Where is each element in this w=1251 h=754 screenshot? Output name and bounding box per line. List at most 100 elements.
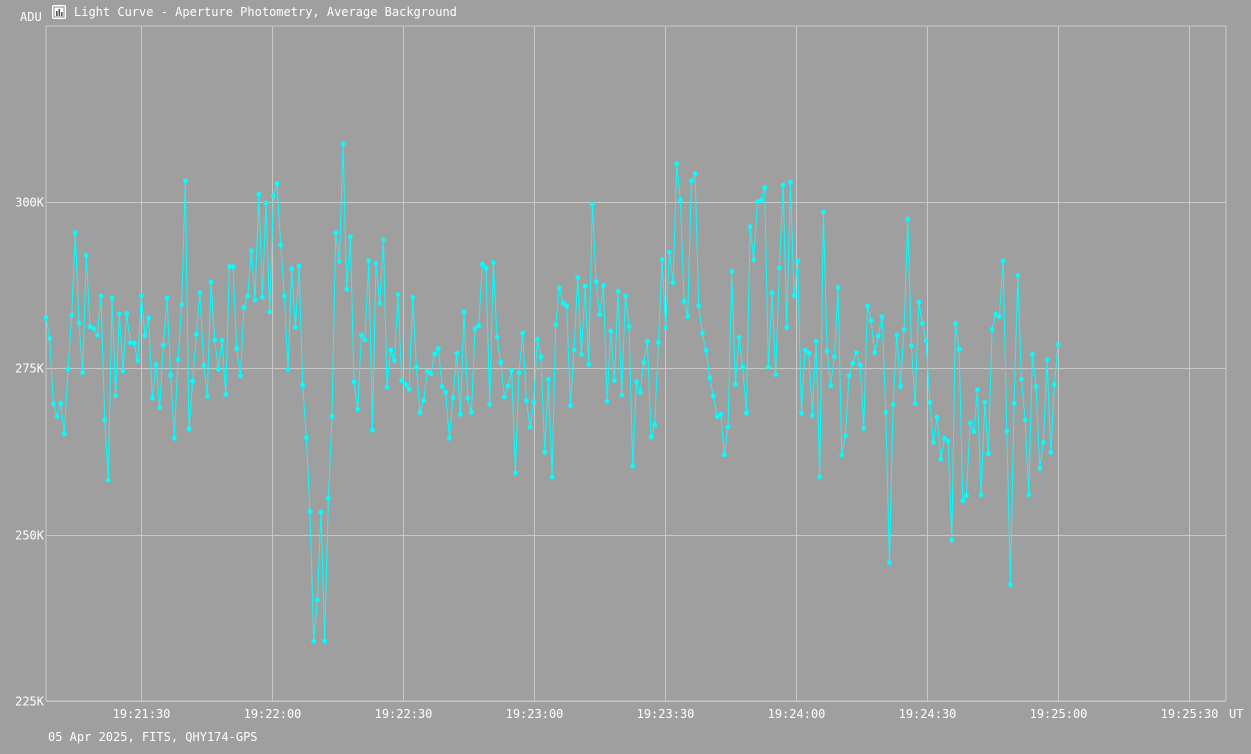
data-point xyxy=(942,435,947,441)
data-point xyxy=(810,413,815,419)
data-point xyxy=(65,366,71,372)
data-point xyxy=(678,197,683,203)
data-point xyxy=(410,294,416,300)
data-point xyxy=(872,350,878,355)
data-point xyxy=(260,294,265,300)
data-point xyxy=(821,209,826,215)
data-point xyxy=(370,427,375,433)
data-point xyxy=(945,438,951,444)
x-tick-label: 19:24:00 xyxy=(768,707,826,721)
data-point xyxy=(190,378,196,384)
data-point xyxy=(509,368,515,373)
data-point xyxy=(238,373,243,379)
data-point xyxy=(1022,417,1028,423)
data-point xyxy=(1033,384,1039,389)
data-point xyxy=(1026,492,1032,498)
data-point xyxy=(403,382,408,387)
data-point xyxy=(494,334,500,340)
y-tick-label: 300K xyxy=(15,196,45,210)
data-point xyxy=(520,330,526,336)
data-point xyxy=(153,362,159,367)
data-point xyxy=(337,259,342,264)
data-point xyxy=(94,332,100,338)
data-point xyxy=(127,340,133,345)
x-tick-labels: 19:21:30 19:22:00 19:22:30 19:23:00 19:23:30… xyxy=(113,707,1219,721)
axes-frame xyxy=(45,25,1227,702)
data-point xyxy=(634,379,639,385)
data-point xyxy=(1044,357,1050,363)
data-point xyxy=(179,302,185,307)
data-point xyxy=(736,334,742,340)
data-point xyxy=(993,311,999,317)
data-point xyxy=(186,426,192,432)
data-point xyxy=(483,265,489,271)
data-point xyxy=(865,303,870,309)
data-point xyxy=(469,410,474,415)
y-axis-label: ADU xyxy=(20,10,42,24)
data-point xyxy=(553,322,559,327)
data-point xyxy=(285,366,291,372)
data-point xyxy=(953,320,958,326)
data-point xyxy=(58,400,64,406)
data-point xyxy=(876,333,881,339)
data-point xyxy=(406,386,412,392)
data-point xyxy=(582,283,588,289)
data-point xyxy=(663,325,669,331)
data-point xyxy=(263,200,269,206)
data-point xyxy=(282,293,287,299)
data-point xyxy=(513,470,518,476)
data-point xyxy=(784,324,790,330)
data-point xyxy=(432,351,438,357)
data-point xyxy=(608,328,614,334)
data-point xyxy=(289,266,295,272)
data-point xyxy=(927,400,933,405)
data-point xyxy=(160,342,166,348)
data-point xyxy=(439,384,445,389)
data-point xyxy=(905,216,911,222)
data-point xyxy=(252,297,258,303)
data-point xyxy=(802,347,808,353)
data-point xyxy=(502,394,507,400)
x-tick-label: 19:23:00 xyxy=(506,707,564,721)
data-point xyxy=(667,249,672,255)
data-point xyxy=(557,285,562,291)
data-point xyxy=(175,357,181,363)
data-point xyxy=(593,279,599,284)
data-point xyxy=(733,382,738,387)
data-point xyxy=(516,370,522,375)
data-point xyxy=(524,398,529,403)
data-point xyxy=(344,286,350,292)
data-point xyxy=(105,477,111,483)
data-point xyxy=(388,347,394,353)
data-point xyxy=(619,392,625,398)
data-point xyxy=(1011,400,1017,406)
data-point xyxy=(458,412,463,417)
data-point xyxy=(241,304,247,310)
x-tick-label: 19:23:30 xyxy=(637,707,695,721)
data-point xyxy=(722,452,727,458)
data-point xyxy=(978,492,984,498)
data-point xyxy=(425,368,430,374)
data-point xyxy=(843,433,848,439)
data-point xyxy=(813,338,819,344)
data-point xyxy=(747,224,753,230)
data-point xyxy=(564,303,570,309)
data-point xyxy=(971,429,977,435)
data-point xyxy=(615,288,621,294)
data-point xyxy=(568,403,573,409)
data-point xyxy=(359,332,364,338)
data-point xyxy=(307,509,313,514)
data-point xyxy=(744,410,749,416)
chart-icon[interactable] xyxy=(52,5,66,19)
data-point xyxy=(443,390,449,395)
data-point xyxy=(846,373,852,379)
data-point xyxy=(773,372,779,377)
data-point xyxy=(758,197,764,203)
data-point xyxy=(795,258,801,264)
data-point xyxy=(98,293,104,299)
data-point xyxy=(54,414,60,419)
data-point xyxy=(879,314,885,319)
data-point xyxy=(399,378,405,383)
data-point xyxy=(76,320,82,326)
